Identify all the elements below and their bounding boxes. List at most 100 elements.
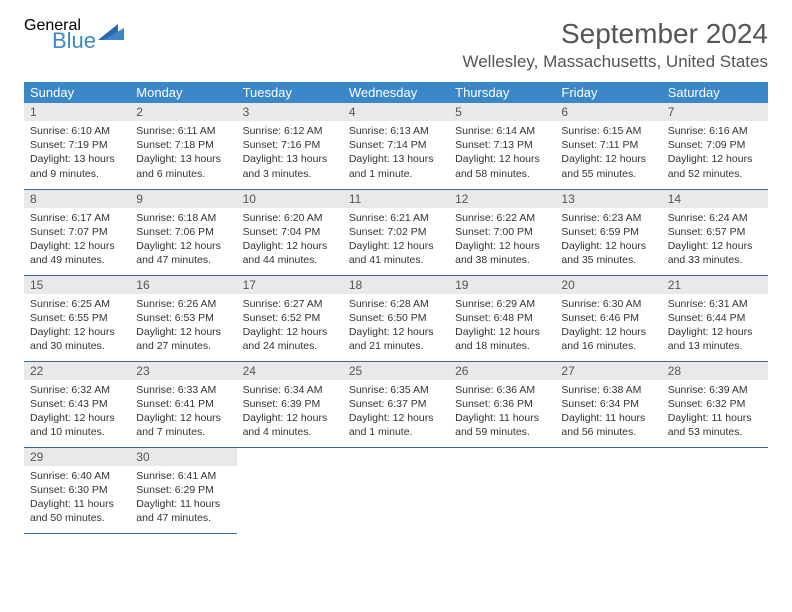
day-number: 15 bbox=[24, 276, 130, 294]
day-number: 10 bbox=[237, 190, 343, 208]
day-number: 17 bbox=[237, 276, 343, 294]
calendar-cell bbox=[449, 447, 555, 533]
day-details: Sunrise: 6:39 AMSunset: 6:32 PMDaylight:… bbox=[662, 380, 768, 443]
day-details: Sunrise: 6:13 AMSunset: 7:14 PMDaylight:… bbox=[343, 121, 449, 184]
weekday-header: Thursday bbox=[449, 82, 555, 103]
day-number: 9 bbox=[130, 190, 236, 208]
month-title: September 2024 bbox=[462, 18, 768, 50]
logo-blue: Blue bbox=[52, 30, 96, 52]
day-details: Sunrise: 6:10 AMSunset: 7:19 PMDaylight:… bbox=[24, 121, 130, 184]
location: Wellesley, Massachusetts, United States bbox=[462, 52, 768, 72]
calendar-cell bbox=[237, 447, 343, 533]
calendar-cell: 7Sunrise: 6:16 AMSunset: 7:09 PMDaylight… bbox=[662, 103, 768, 189]
day-number: 8 bbox=[24, 190, 130, 208]
day-details: Sunrise: 6:17 AMSunset: 7:07 PMDaylight:… bbox=[24, 208, 130, 271]
day-number: 22 bbox=[24, 362, 130, 380]
day-details: Sunrise: 6:40 AMSunset: 6:30 PMDaylight:… bbox=[24, 466, 130, 529]
day-details: Sunrise: 6:27 AMSunset: 6:52 PMDaylight:… bbox=[237, 294, 343, 357]
weekday-header: Tuesday bbox=[237, 82, 343, 103]
day-details: Sunrise: 6:23 AMSunset: 6:59 PMDaylight:… bbox=[555, 208, 661, 271]
calendar-cell: 22Sunrise: 6:32 AMSunset: 6:43 PMDayligh… bbox=[24, 361, 130, 447]
day-details: Sunrise: 6:35 AMSunset: 6:37 PMDaylight:… bbox=[343, 380, 449, 443]
day-number: 29 bbox=[24, 448, 130, 466]
calendar-cell: 1Sunrise: 6:10 AMSunset: 7:19 PMDaylight… bbox=[24, 103, 130, 189]
day-details: Sunrise: 6:24 AMSunset: 6:57 PMDaylight:… bbox=[662, 208, 768, 271]
calendar-cell: 26Sunrise: 6:36 AMSunset: 6:36 PMDayligh… bbox=[449, 361, 555, 447]
calendar-cell: 14Sunrise: 6:24 AMSunset: 6:57 PMDayligh… bbox=[662, 189, 768, 275]
calendar-cell: 3Sunrise: 6:12 AMSunset: 7:16 PMDaylight… bbox=[237, 103, 343, 189]
calendar-cell: 5Sunrise: 6:14 AMSunset: 7:13 PMDaylight… bbox=[449, 103, 555, 189]
day-number: 13 bbox=[555, 190, 661, 208]
calendar-table: SundayMondayTuesdayWednesdayThursdayFrid… bbox=[24, 82, 768, 534]
calendar-cell bbox=[662, 447, 768, 533]
day-details: Sunrise: 6:14 AMSunset: 7:13 PMDaylight:… bbox=[449, 121, 555, 184]
calendar-cell: 8Sunrise: 6:17 AMSunset: 7:07 PMDaylight… bbox=[24, 189, 130, 275]
day-number: 28 bbox=[662, 362, 768, 380]
calendar-cell: 11Sunrise: 6:21 AMSunset: 7:02 PMDayligh… bbox=[343, 189, 449, 275]
day-number: 11 bbox=[343, 190, 449, 208]
calendar-cell bbox=[343, 447, 449, 533]
weekday-header: Monday bbox=[130, 82, 236, 103]
day-number: 3 bbox=[237, 103, 343, 121]
calendar-cell bbox=[555, 447, 661, 533]
day-details: Sunrise: 6:36 AMSunset: 6:36 PMDaylight:… bbox=[449, 380, 555, 443]
calendar-cell: 27Sunrise: 6:38 AMSunset: 6:34 PMDayligh… bbox=[555, 361, 661, 447]
calendar-cell: 13Sunrise: 6:23 AMSunset: 6:59 PMDayligh… bbox=[555, 189, 661, 275]
weekday-header: Saturday bbox=[662, 82, 768, 103]
day-details: Sunrise: 6:28 AMSunset: 6:50 PMDaylight:… bbox=[343, 294, 449, 357]
day-number: 23 bbox=[130, 362, 236, 380]
day-details: Sunrise: 6:29 AMSunset: 6:48 PMDaylight:… bbox=[449, 294, 555, 357]
weekday-header: Sunday bbox=[24, 82, 130, 103]
day-details: Sunrise: 6:31 AMSunset: 6:44 PMDaylight:… bbox=[662, 294, 768, 357]
day-number: 27 bbox=[555, 362, 661, 380]
calendar-cell: 23Sunrise: 6:33 AMSunset: 6:41 PMDayligh… bbox=[130, 361, 236, 447]
day-number: 16 bbox=[130, 276, 236, 294]
day-details: Sunrise: 6:32 AMSunset: 6:43 PMDaylight:… bbox=[24, 380, 130, 443]
calendar-cell: 10Sunrise: 6:20 AMSunset: 7:04 PMDayligh… bbox=[237, 189, 343, 275]
day-number: 24 bbox=[237, 362, 343, 380]
day-number: 5 bbox=[449, 103, 555, 121]
logo: General Blue bbox=[24, 18, 124, 52]
day-number: 25 bbox=[343, 362, 449, 380]
day-details: Sunrise: 6:26 AMSunset: 6:53 PMDaylight:… bbox=[130, 294, 236, 357]
day-number: 7 bbox=[662, 103, 768, 121]
day-number: 30 bbox=[130, 448, 236, 466]
day-number: 21 bbox=[662, 276, 768, 294]
calendar-cell: 24Sunrise: 6:34 AMSunset: 6:39 PMDayligh… bbox=[237, 361, 343, 447]
day-details: Sunrise: 6:33 AMSunset: 6:41 PMDaylight:… bbox=[130, 380, 236, 443]
weekday-header: Friday bbox=[555, 82, 661, 103]
day-details: Sunrise: 6:41 AMSunset: 6:29 PMDaylight:… bbox=[130, 466, 236, 529]
day-number: 4 bbox=[343, 103, 449, 121]
calendar-cell: 9Sunrise: 6:18 AMSunset: 7:06 PMDaylight… bbox=[130, 189, 236, 275]
day-details: Sunrise: 6:16 AMSunset: 7:09 PMDaylight:… bbox=[662, 121, 768, 184]
calendar-cell: 17Sunrise: 6:27 AMSunset: 6:52 PMDayligh… bbox=[237, 275, 343, 361]
day-number: 1 bbox=[24, 103, 130, 121]
calendar-cell: 28Sunrise: 6:39 AMSunset: 6:32 PMDayligh… bbox=[662, 361, 768, 447]
day-number: 26 bbox=[449, 362, 555, 380]
day-number: 18 bbox=[343, 276, 449, 294]
calendar-cell: 25Sunrise: 6:35 AMSunset: 6:37 PMDayligh… bbox=[343, 361, 449, 447]
calendar-cell: 6Sunrise: 6:15 AMSunset: 7:11 PMDaylight… bbox=[555, 103, 661, 189]
calendar-cell: 21Sunrise: 6:31 AMSunset: 6:44 PMDayligh… bbox=[662, 275, 768, 361]
calendar-cell: 30Sunrise: 6:41 AMSunset: 6:29 PMDayligh… bbox=[130, 447, 236, 533]
day-details: Sunrise: 6:30 AMSunset: 6:46 PMDaylight:… bbox=[555, 294, 661, 357]
header: General Blue September 2024 Wellesley, M… bbox=[24, 18, 768, 72]
day-number: 12 bbox=[449, 190, 555, 208]
day-details: Sunrise: 6:21 AMSunset: 7:02 PMDaylight:… bbox=[343, 208, 449, 271]
calendar-cell: 19Sunrise: 6:29 AMSunset: 6:48 PMDayligh… bbox=[449, 275, 555, 361]
calendar-cell: 12Sunrise: 6:22 AMSunset: 7:00 PMDayligh… bbox=[449, 189, 555, 275]
weekday-header: Wednesday bbox=[343, 82, 449, 103]
day-number: 6 bbox=[555, 103, 661, 121]
day-details: Sunrise: 6:18 AMSunset: 7:06 PMDaylight:… bbox=[130, 208, 236, 271]
calendar-cell: 29Sunrise: 6:40 AMSunset: 6:30 PMDayligh… bbox=[24, 447, 130, 533]
day-details: Sunrise: 6:12 AMSunset: 7:16 PMDaylight:… bbox=[237, 121, 343, 184]
day-details: Sunrise: 6:25 AMSunset: 6:55 PMDaylight:… bbox=[24, 294, 130, 357]
day-details: Sunrise: 6:38 AMSunset: 6:34 PMDaylight:… bbox=[555, 380, 661, 443]
calendar-cell: 2Sunrise: 6:11 AMSunset: 7:18 PMDaylight… bbox=[130, 103, 236, 189]
calendar-cell: 4Sunrise: 6:13 AMSunset: 7:14 PMDaylight… bbox=[343, 103, 449, 189]
day-details: Sunrise: 6:22 AMSunset: 7:00 PMDaylight:… bbox=[449, 208, 555, 271]
calendar-cell: 18Sunrise: 6:28 AMSunset: 6:50 PMDayligh… bbox=[343, 275, 449, 361]
calendar-cell: 16Sunrise: 6:26 AMSunset: 6:53 PMDayligh… bbox=[130, 275, 236, 361]
calendar-cell: 15Sunrise: 6:25 AMSunset: 6:55 PMDayligh… bbox=[24, 275, 130, 361]
day-number: 20 bbox=[555, 276, 661, 294]
